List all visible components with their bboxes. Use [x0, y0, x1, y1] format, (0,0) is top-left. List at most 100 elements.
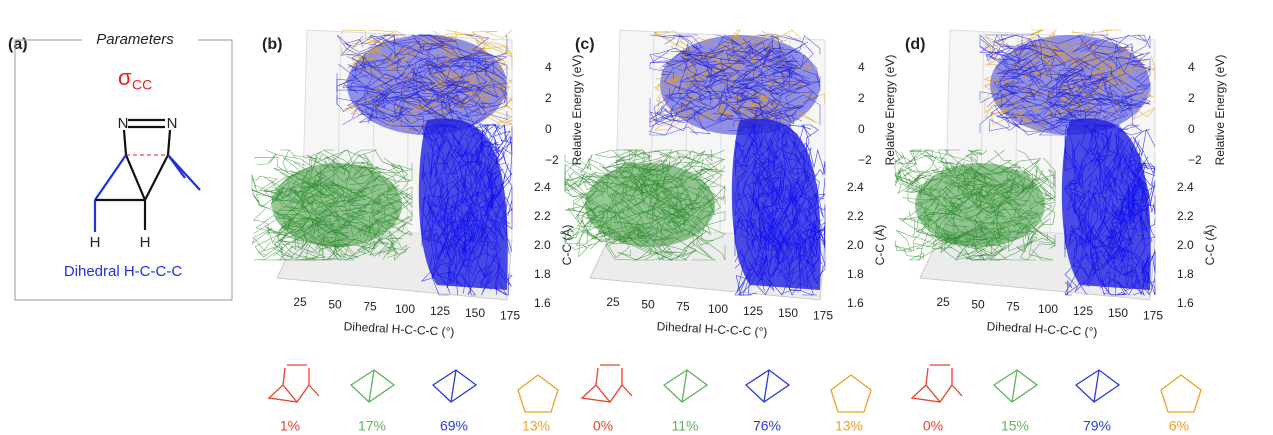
trajectory	[1057, 89, 1087, 104]
trajectory	[741, 157, 768, 182]
trajectory	[353, 164, 408, 215]
trajectory	[1029, 185, 1054, 199]
trajectory	[318, 238, 371, 255]
trajectory	[591, 226, 621, 240]
trajectory	[422, 210, 445, 241]
trajectory	[465, 34, 493, 56]
bond	[662, 369, 709, 403]
trajectory	[320, 172, 368, 205]
trajectory	[474, 60, 499, 98]
trajectory	[441, 109, 470, 123]
trajectory	[1047, 69, 1071, 103]
panel: (d) 4 2 0 −2 2.4 2.2 2.0 1.8 1.6 Relative Energy (…	[894, 29, 1227, 434]
trajectory	[435, 146, 460, 211]
x-tick: 50	[641, 297, 655, 311]
trajectory	[439, 64, 466, 103]
trajectory	[987, 47, 1040, 63]
trajectory	[741, 216, 757, 249]
trajectory	[995, 96, 1019, 119]
trajectory	[1071, 29, 1112, 41]
trajectory	[421, 177, 465, 231]
trajectory	[1064, 124, 1080, 181]
trajectory	[445, 210, 478, 255]
trajectory	[606, 156, 635, 176]
trajectory	[583, 211, 605, 228]
population: 0%	[593, 418, 613, 434]
trajectory	[654, 78, 692, 91]
trajectory	[742, 37, 799, 63]
trajectory	[278, 188, 305, 212]
trajectory	[696, 217, 726, 246]
trajectory	[788, 268, 813, 296]
trajectory	[1014, 200, 1054, 219]
trajectory	[1073, 191, 1087, 214]
trajectory	[734, 258, 757, 296]
population: 13%	[835, 418, 863, 434]
trajectory	[937, 149, 957, 164]
trajectory	[335, 204, 369, 236]
trajectory	[759, 47, 791, 88]
trajectory	[325, 244, 349, 261]
trajectory	[1093, 184, 1123, 257]
trajectory	[790, 191, 819, 213]
trajectory	[459, 47, 484, 71]
molecule-icon	[992, 369, 1039, 403]
trajectory	[1128, 58, 1151, 79]
trajectory	[614, 149, 651, 165]
trajectory	[261, 244, 285, 261]
trajectory	[346, 161, 365, 184]
trajectory	[461, 234, 476, 256]
trajectory	[980, 182, 1005, 211]
trajectory	[909, 175, 942, 193]
trajectory	[368, 29, 400, 51]
trajectory	[367, 87, 409, 122]
trajectory	[301, 205, 366, 237]
trajectory	[1009, 217, 1038, 230]
trajectory	[287, 170, 310, 196]
trajectory	[894, 168, 922, 199]
trajectory	[288, 219, 315, 250]
trajectory	[943, 234, 970, 251]
trajectory	[659, 153, 714, 181]
trajectory	[443, 215, 465, 245]
trajectory	[751, 171, 768, 216]
trajectory	[438, 262, 453, 284]
trajectory	[290, 173, 336, 199]
trajectory	[988, 230, 1037, 261]
trajectory	[997, 73, 1041, 97]
trajectory	[1087, 92, 1139, 117]
trajectory	[471, 29, 513, 47]
trajectory	[803, 192, 817, 225]
trajectory	[999, 50, 1031, 66]
trajectory	[564, 153, 593, 170]
trajectory	[445, 228, 468, 284]
cc-tick: 1.8	[847, 267, 864, 281]
trajectory	[307, 195, 362, 230]
trajectory	[305, 216, 359, 249]
trajectory	[395, 209, 413, 232]
atom: H	[140, 234, 151, 251]
trajectory	[361, 149, 404, 183]
trajectory	[760, 190, 779, 239]
energy-tick: −2	[545, 153, 559, 167]
trajectory	[1087, 175, 1096, 228]
trajectory	[673, 35, 702, 49]
x-tick: 175	[1143, 308, 1163, 322]
trajectory	[1070, 97, 1119, 111]
trajectory	[429, 204, 455, 231]
box-title: Parameters	[96, 31, 174, 48]
trajectory	[464, 86, 513, 124]
trajectory	[763, 230, 790, 296]
trajectory	[437, 87, 458, 114]
trajectory	[1080, 29, 1101, 70]
trajectory	[678, 158, 726, 179]
trajectory	[1125, 248, 1141, 278]
trajectory	[1114, 196, 1142, 223]
trajectory	[1104, 209, 1134, 245]
trajectory	[583, 171, 610, 191]
trajectory	[1118, 65, 1151, 91]
trajectory	[1133, 173, 1150, 200]
trajectory	[406, 46, 466, 63]
trajectory	[734, 148, 749, 205]
trajectory	[748, 254, 768, 281]
